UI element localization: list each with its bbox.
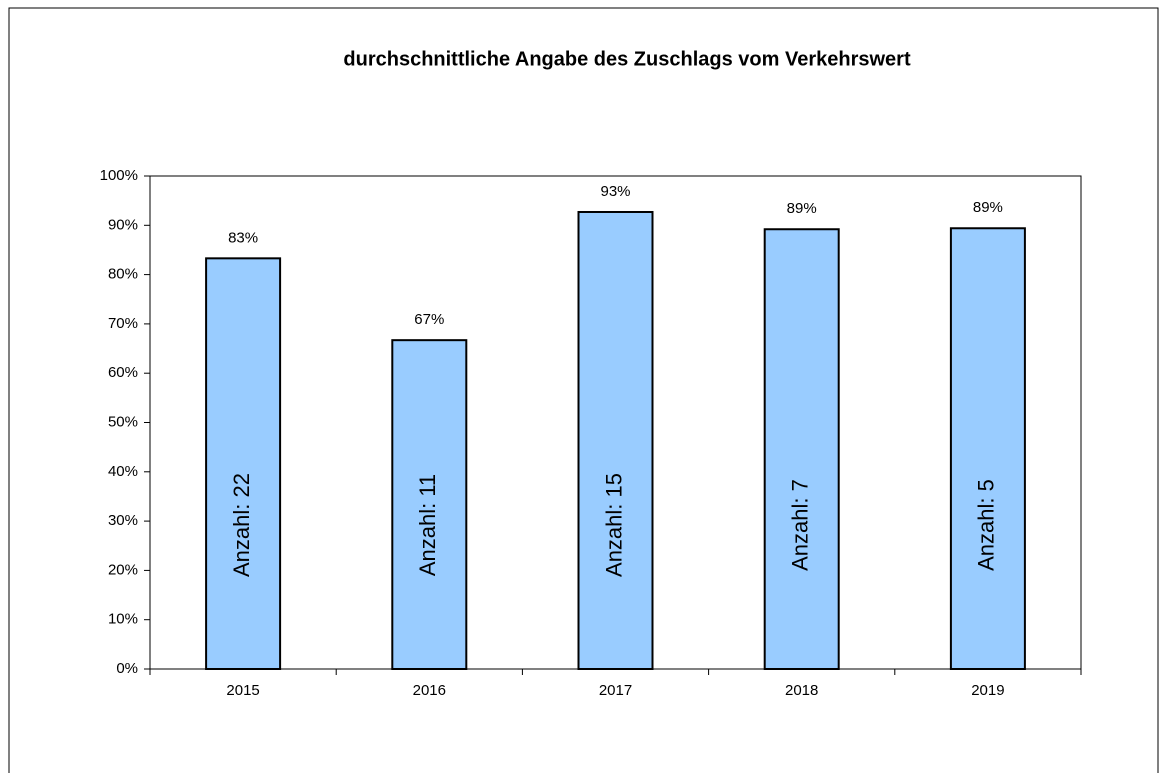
bar-annotation: Anzahl: 11 <box>415 474 440 576</box>
chart-title: durchschnittliche Angabe des Zuschlags v… <box>343 48 911 70</box>
y-tick-label: 60% <box>108 364 138 381</box>
value-label: 83% <box>228 229 258 246</box>
y-tick-label: 50% <box>108 413 138 430</box>
x-tick-label: 2015 <box>226 682 259 699</box>
y-tick-label: 40% <box>108 463 138 480</box>
y-tick-label: 80% <box>108 266 138 283</box>
y-tick-label: 30% <box>108 512 138 529</box>
bar-annotation: Anzahl: 5 <box>974 479 999 571</box>
bar <box>949 227 1026 670</box>
y-tick-label: 100% <box>100 167 138 184</box>
bar <box>391 339 468 670</box>
bar-annotation: Anzahl: 15 <box>601 473 626 577</box>
bar-annotation: Anzahl: 22 <box>229 473 254 577</box>
y-tick-label: 70% <box>108 315 138 332</box>
bar-annotation: Anzahl: 7 <box>788 479 813 571</box>
x-tick-label: 2016 <box>413 682 446 699</box>
y-tick-label: 20% <box>108 561 138 578</box>
bar <box>577 210 654 670</box>
value-label: 67% <box>414 311 444 328</box>
bar <box>763 228 840 671</box>
value-label: 93% <box>600 183 630 200</box>
bar <box>205 257 282 670</box>
y-tick-label: 90% <box>108 216 138 233</box>
y-tick-label: 0% <box>116 660 138 677</box>
x-tick-label: 2017 <box>599 682 632 699</box>
x-tick-label: 2019 <box>971 682 1004 699</box>
y-tick-label: 10% <box>108 611 138 628</box>
value-label: 89% <box>973 199 1003 216</box>
value-label: 89% <box>787 200 817 217</box>
x-tick-label: 2018 <box>785 682 818 699</box>
